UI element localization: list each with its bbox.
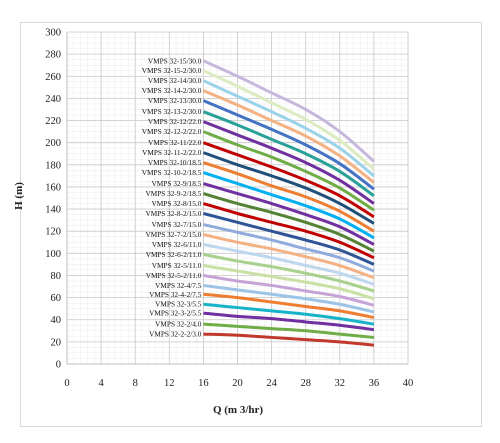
series-label: VMPS 32-15/30.0 xyxy=(148,56,202,65)
x-tick-label: 32 xyxy=(335,378,346,389)
series-label: VMPS 32-7-2/15.0 xyxy=(145,230,201,239)
series-line xyxy=(203,233,375,280)
series-label: VMPS 32-15-2/30.0 xyxy=(142,66,202,75)
series-line xyxy=(202,79,375,178)
series-label: VMPS 32-3-2/5.5 xyxy=(149,309,202,318)
series-line xyxy=(202,110,375,198)
x-tick-label: 24 xyxy=(266,378,277,389)
x-tick-label: 16 xyxy=(198,378,209,389)
series-label: VMPS 32-4/7.5 xyxy=(155,281,202,290)
axes: 0 4 8 12 16 20 24 28 32 36 40 0 20 40 60 80 100 120 140 160… xyxy=(45,28,413,390)
series-line xyxy=(203,292,375,319)
series-label: VMPS 32-9-2/18.5 xyxy=(145,189,201,198)
series-line xyxy=(203,264,375,301)
series-label: VMPS 32-8-2/15.0 xyxy=(145,209,201,218)
y-tick-label: 280 xyxy=(45,50,61,61)
series-line xyxy=(203,273,375,307)
y-tick-label: 120 xyxy=(45,227,61,238)
series-line xyxy=(203,302,375,326)
series-label: VMPS 32-5-2/11.0 xyxy=(146,271,202,280)
series-label: VMPS 32-9/18.5 xyxy=(152,179,202,188)
series-line xyxy=(203,223,375,273)
x-tick-label: 0 xyxy=(64,378,69,389)
x-tick-label: 4 xyxy=(98,378,104,389)
series-label: VMPS 32-2/4.0 xyxy=(155,320,202,329)
y-tick-label: 40 xyxy=(51,315,62,326)
series-label: VMPS 32-12/22.0 xyxy=(148,117,202,126)
series-line xyxy=(202,120,375,205)
x-tick-label: 28 xyxy=(300,378,311,389)
y-tick-label: 160 xyxy=(45,182,61,193)
x-axis-title: Q (m 3/hr) xyxy=(213,404,263,416)
x-tick-label: 20 xyxy=(232,378,243,389)
series-line xyxy=(203,252,375,293)
series-label: VMPS 32-2-2/3.0 xyxy=(149,330,202,339)
x-tick-label: 12 xyxy=(164,378,175,389)
series-line xyxy=(202,59,375,163)
x-tick-label: 40 xyxy=(403,378,414,389)
series-label: VMPS 32-3/5.5 xyxy=(155,300,202,309)
series-line xyxy=(202,182,375,246)
x-tick-label: 8 xyxy=(133,378,138,389)
series-line xyxy=(203,311,375,332)
series-label: VMPS 32-8/15.0 xyxy=(152,199,202,208)
y-tick-label: 80 xyxy=(51,271,62,282)
series-line xyxy=(202,171,375,240)
y-tick-label: 60 xyxy=(51,293,62,304)
y-tick-label: 260 xyxy=(45,72,61,83)
series-line xyxy=(202,99,375,191)
series-line xyxy=(202,141,375,219)
series-line xyxy=(203,283,375,314)
y-tick-label: 200 xyxy=(45,138,61,149)
series-label: VMPS 32-6/11.0 xyxy=(152,240,202,249)
y-tick-label: 300 xyxy=(45,28,61,39)
series-line xyxy=(202,202,375,260)
y-tick-label: 220 xyxy=(45,116,61,127)
series-line xyxy=(203,243,375,286)
series-line xyxy=(203,332,375,347)
series-line xyxy=(202,161,375,233)
series-label: VMPS 32-5/11.0 xyxy=(152,261,202,270)
y-tick-label: 140 xyxy=(45,205,61,216)
y-tick-label: 0 xyxy=(56,360,61,371)
chart-frame xyxy=(20,22,482,427)
y-tick-label: 240 xyxy=(45,94,61,105)
series-line xyxy=(202,151,375,225)
series-line xyxy=(202,89,375,184)
series-line xyxy=(203,322,375,339)
series-line xyxy=(202,192,375,253)
x-tick-label: 36 xyxy=(369,378,380,389)
series-label: VMPS 32-4-2/7.5 xyxy=(149,290,202,299)
series-label: VMPS 32-6-2/11.0 xyxy=(146,250,202,259)
series-line xyxy=(203,212,375,266)
y-tick-label: 100 xyxy=(45,249,61,260)
y-axis-title: H (m) xyxy=(13,182,25,210)
series-label: VMPS 32-10-2/18.5 xyxy=(142,168,202,177)
series-label: VMPS 32-11-2/22.0 xyxy=(142,148,202,157)
series-label: VMPS 32-7/15.0 xyxy=(152,220,202,229)
series-label: VMPS 32-12-2/22.0 xyxy=(142,127,202,136)
series-label: VMPS 32-10/18.5 xyxy=(148,158,202,167)
series-label: VMPS 32-13/30.0 xyxy=(148,96,202,105)
series-label: VMPS 32-13-2/30.0 xyxy=(142,107,202,116)
series-line xyxy=(202,69,375,171)
series-line xyxy=(202,130,375,212)
series-label: VMPS 32-11/22.0 xyxy=(148,138,202,147)
series-label: VMPS 32-14-2/30.0 xyxy=(142,86,202,95)
series-label: VMPS 32-14/30.0 xyxy=(148,76,202,85)
series-lines xyxy=(202,59,375,347)
y-tick-label: 180 xyxy=(45,160,61,171)
y-tick-label: 20 xyxy=(51,337,62,348)
